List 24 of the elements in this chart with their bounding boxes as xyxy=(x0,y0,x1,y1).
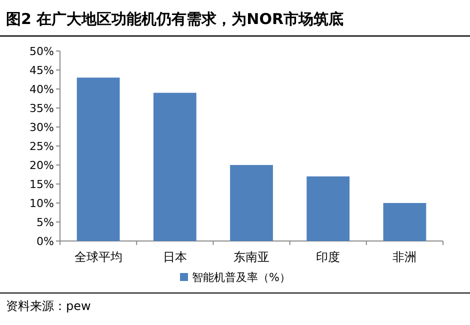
bar xyxy=(306,176,350,241)
chart-title: 图2 在广大地区功能机仍有需求，为NOR市场筑底 xyxy=(6,10,344,28)
y-tick-label: 0% xyxy=(36,235,54,248)
x-tick-label: 印度 xyxy=(316,250,340,264)
y-tick-label: 45% xyxy=(30,64,54,77)
y-tick-label: 5% xyxy=(36,216,54,229)
bar xyxy=(76,78,120,241)
y-tick-label: 30% xyxy=(30,121,54,134)
legend-label: 智能机普及率（%） xyxy=(192,271,290,284)
bar xyxy=(153,92,196,241)
text: 资料来源：pew xyxy=(6,299,91,313)
x-tick-label: 非洲 xyxy=(392,250,417,264)
y-tick-label: 35% xyxy=(30,102,54,115)
x-tick-label: 东南亚 xyxy=(234,250,270,264)
y-tick-label: 50% xyxy=(30,45,54,58)
bar xyxy=(230,165,273,241)
y-tick-label: 40% xyxy=(30,83,54,96)
y-tick-label: 25% xyxy=(30,140,54,153)
x-tick-label: 日本 xyxy=(162,250,187,264)
bar xyxy=(383,203,426,241)
y-tick-label: 10% xyxy=(30,197,54,210)
y-tick-label: 20% xyxy=(30,159,54,172)
y-tick-label: 15% xyxy=(30,178,54,191)
x-tick-label: 全球平均 xyxy=(74,250,122,264)
